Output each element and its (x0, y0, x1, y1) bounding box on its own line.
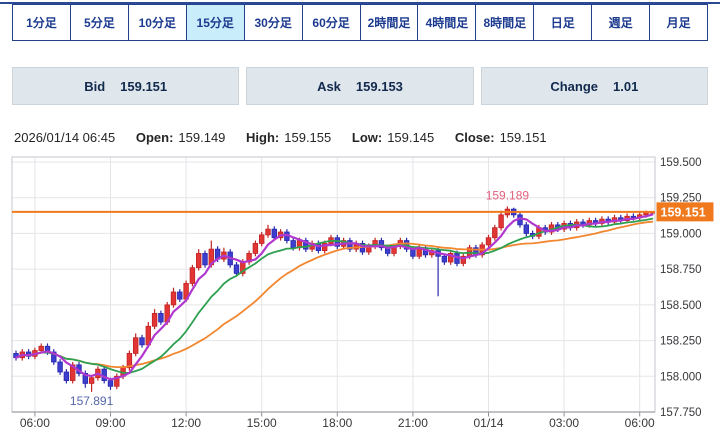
ask-box: Ask 159.153 (246, 67, 474, 105)
candlesticks (13, 206, 655, 392)
svg-text:158.500: 158.500 (660, 300, 702, 312)
timeframe-button-1min[interactable]: 1分足 (13, 5, 70, 40)
svg-text:158.000: 158.000 (660, 371, 702, 383)
current-price-tag: 159.151 (656, 202, 714, 222)
candlestick-chart-svg: 157.891 159.189 157.750 158.000 158.250 158.5… (11, 156, 714, 430)
svg-text:06:00: 06:00 (625, 416, 655, 430)
candle-datetime: 2026/01/14 06:45 (14, 130, 116, 145)
top-divider (0, 2, 720, 4)
change-value: 1.01 (613, 78, 639, 94)
svg-text:09:00: 09:00 (95, 416, 125, 430)
timeframe-bar: 1分足 5分足 10分足 15分足 30分足 60分足 2時間足 4時間足 8時間足 日足 週足 月足 (12, 4, 708, 41)
svg-text:158.750: 158.750 (660, 264, 702, 276)
ma-mid-line (15, 217, 654, 374)
timeframe-button-1d[interactable]: 日足 (533, 5, 592, 40)
high-label: High: (246, 130, 280, 145)
ohlc-bar: 2026/01/14 06:45 Open: 159.149 High: 159.1… (14, 130, 547, 146)
timeframe-button-5min[interactable]: 5分足 (69, 5, 128, 40)
timeframe-button-2h[interactable]: 2時間足 (359, 5, 418, 40)
timeframe-button-8h[interactable]: 8時間足 (475, 5, 534, 40)
ma-short-line (14, 213, 654, 381)
bid-value: 159.151 (120, 78, 168, 94)
timeframe-button-4h[interactable]: 4時間足 (417, 5, 476, 40)
timeframe-button-60min[interactable]: 60分足 (301, 5, 360, 40)
change-label: Change (550, 78, 598, 94)
ma-long-line (15, 220, 654, 369)
svg-text:12:00: 12:00 (171, 416, 201, 430)
timeframe-button-1mo[interactable]: 月足 (649, 5, 708, 40)
open-value: 159.149 (178, 130, 226, 145)
svg-text:159.250: 159.250 (660, 193, 702, 205)
timeframe-button-30min[interactable]: 30分足 (243, 5, 302, 40)
ask-value: 159.153 (355, 78, 403, 94)
svg-text:06:00: 06:00 (20, 416, 50, 430)
svg-text:159.151: 159.151 (661, 205, 706, 219)
plot-border (11, 156, 656, 413)
timeframe-button-1w[interactable]: 週足 (591, 5, 650, 40)
svg-text:21:00: 21:00 (398, 416, 428, 430)
high-value: 159.155 (284, 130, 332, 145)
svg-text:159.500: 159.500 (660, 157, 702, 169)
y-axis-labels: 157.750 158.000 158.250 158.500 158.750 159.0… (660, 157, 702, 419)
quote-bar: Bid 159.151 Ask 159.153 Change 1.01 (12, 67, 708, 105)
svg-text:15:00: 15:00 (247, 416, 277, 430)
timeframe-button-10min[interactable]: 10分足 (127, 5, 186, 40)
svg-text:159.000: 159.000 (660, 228, 702, 240)
low-value: 159.145 (387, 130, 435, 145)
open-label: Open: (135, 130, 174, 145)
close-label: Close: (454, 130, 495, 145)
ask-label: Ask (317, 78, 341, 94)
svg-text:158.250: 158.250 (660, 336, 702, 348)
close-value: 159.151 (499, 130, 547, 145)
svg-text:157.750: 157.750 (660, 407, 702, 419)
svg-text:18:00: 18:00 (322, 416, 352, 430)
low-price-annotation: 157.891 (70, 394, 114, 408)
price-chart[interactable]: 157.891 159.189 157.750 158.000 158.250 158.5… (0, 150, 720, 435)
timeframe-button-15min[interactable]: 15分足 (185, 5, 244, 40)
svg-text:03:00: 03:00 (549, 416, 579, 430)
bid-label: Bid (84, 78, 106, 94)
change-box: Change 1.01 (480, 67, 708, 105)
low-label: Low: (351, 130, 383, 145)
bid-box: Bid 159.151 (12, 67, 240, 105)
x-axis-labels: 06:00 09:00 12:00 15:00 18:00 21:00 01/14 03:00… (20, 416, 655, 430)
high-price-annotation: 159.189 (486, 188, 530, 202)
svg-text:01/14: 01/14 (473, 416, 503, 430)
